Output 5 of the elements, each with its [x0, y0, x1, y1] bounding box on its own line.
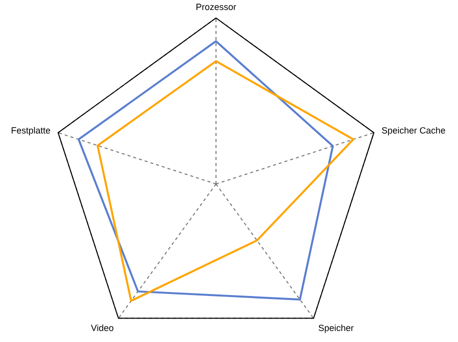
spoke-label: Prozessor — [196, 2, 236, 12]
spoke-label: Speicher Cache — [381, 125, 446, 136]
spoke-label: Festplatte — [10, 125, 51, 136]
spoke-label: Speicher — [318, 323, 354, 334]
spoke-label: Video — [90, 323, 114, 334]
